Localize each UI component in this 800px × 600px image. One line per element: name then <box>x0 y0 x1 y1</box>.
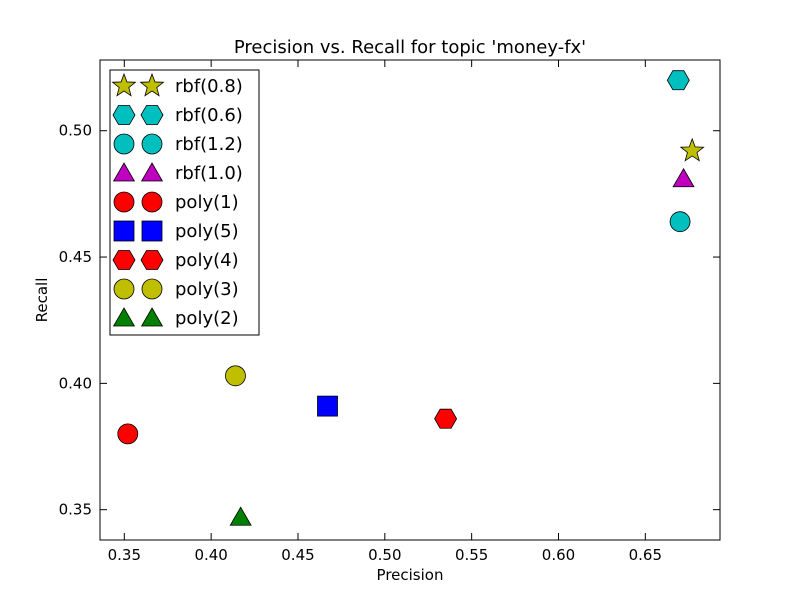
axis-ticks: 0.35 0.40 0.45 0.50 0.55 0.60 0.65 0.35 0.40 0.45… <box>59 60 720 564</box>
legend-label: rbf(0.8) <box>175 76 243 97</box>
y-tick-label: 0.50 <box>59 122 92 140</box>
x-tick-label: 0.35 <box>108 546 141 564</box>
legend-label: rbf(1.2) <box>175 134 243 155</box>
legend-label: poly(5) <box>175 221 239 242</box>
legend-marker <box>112 105 136 125</box>
x-tick-label: 0.40 <box>194 546 227 564</box>
x-axis-label: Precision <box>377 566 444 584</box>
data-point <box>117 423 139 445</box>
data-point <box>672 167 695 188</box>
data-point <box>666 70 690 91</box>
legend-marker <box>140 307 164 327</box>
legend-label: poly(1) <box>175 192 239 213</box>
legend-marker <box>113 133 135 155</box>
chart-title: Precision vs. Recall for topic 'money-fx… <box>234 37 586 58</box>
data-point <box>225 365 246 387</box>
legend-marker <box>140 105 164 125</box>
y-tick-label: 0.35 <box>59 501 92 519</box>
data-point <box>679 137 705 162</box>
x-tick-label: 0.65 <box>629 546 662 564</box>
legend-label: rbf(1.0) <box>175 163 243 184</box>
x-tick-label: 0.45 <box>281 546 314 564</box>
legend-marker <box>113 220 135 242</box>
data-point <box>229 506 252 526</box>
data-point <box>317 395 338 417</box>
legend-marker <box>140 162 164 182</box>
legend-marker <box>141 278 163 300</box>
legend-marker <box>111 72 137 97</box>
legend-marker <box>141 220 163 242</box>
legend-label: poly(3) <box>175 279 239 300</box>
y-tick-label: 0.45 <box>59 248 92 266</box>
x-tick-label: 0.60 <box>542 546 575 564</box>
legend-label: poly(4) <box>175 250 239 271</box>
data-point <box>669 211 691 233</box>
y-tick-label: 0.40 <box>59 374 92 392</box>
legend-label: poly(2) <box>175 308 239 329</box>
legend-marker <box>141 133 163 155</box>
data-points <box>117 70 705 526</box>
legend-marker <box>112 162 136 182</box>
legend-marker <box>141 191 163 213</box>
legend-marker <box>112 250 136 270</box>
legend-label: rbf(0.6) <box>175 105 243 126</box>
legend-marker <box>113 191 135 213</box>
legend-marker <box>113 278 135 300</box>
legend-marker <box>112 307 136 327</box>
legend-marker <box>140 250 164 270</box>
legend: rbf(0.8) rbf(0.6) rbf(1.2) rbf(1.0) poly(1) p… <box>109 69 260 336</box>
data-point <box>434 408 458 429</box>
y-axis-label: Recall <box>33 278 51 323</box>
legend-marker <box>139 72 165 97</box>
x-tick-label: 0.50 <box>368 546 401 564</box>
x-tick-label: 0.55 <box>455 546 488 564</box>
